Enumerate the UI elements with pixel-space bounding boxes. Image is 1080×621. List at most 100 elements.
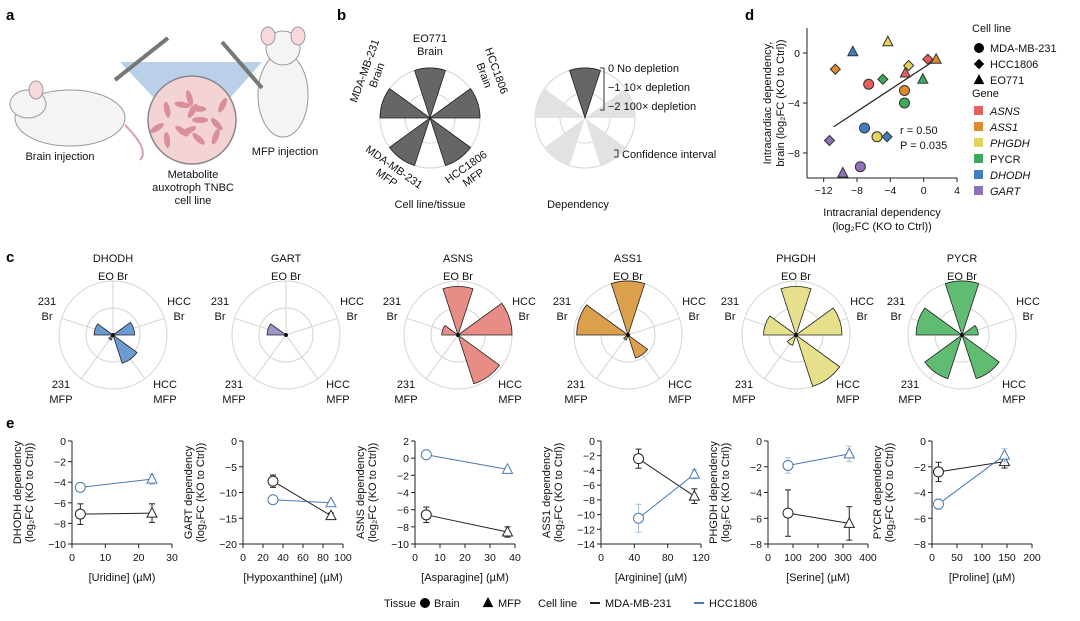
series-line bbox=[426, 454, 508, 470]
y-tick-label: −6 bbox=[397, 505, 409, 517]
rose-title: PYCR bbox=[947, 253, 978, 265]
data-point bbox=[74, 481, 86, 493]
category-label: EO Br bbox=[947, 271, 977, 283]
category-label: HCC bbox=[1002, 379, 1026, 391]
category-label: HCC bbox=[498, 379, 522, 391]
x-tick-label: 20 bbox=[459, 552, 471, 564]
x-axis-title: [Uridine] (µM) bbox=[89, 572, 156, 584]
series-line bbox=[272, 480, 332, 517]
y-tick-label: 0 bbox=[920, 436, 926, 448]
r-annotation: r = 0.50 bbox=[900, 125, 938, 137]
category-label: HCC bbox=[1016, 296, 1040, 308]
line-chart-1: 0−5−10−15−200 20 40 60 80 100[Hypoxanthine] (… bbox=[183, 436, 352, 584]
data-point bbox=[688, 489, 701, 501]
category-label: Br bbox=[42, 311, 53, 323]
y-tick-label: −4 bbox=[54, 477, 66, 489]
x-tick-label: 0 bbox=[765, 552, 771, 564]
x-tick-label: 0 bbox=[240, 552, 246, 564]
legend-label: MFP bbox=[498, 598, 521, 610]
scatter-point bbox=[881, 131, 893, 143]
data-point bbox=[688, 467, 701, 479]
data-point bbox=[633, 512, 644, 524]
category-label: 231 bbox=[887, 296, 905, 308]
y-tick-label: 0 bbox=[756, 436, 762, 448]
legend-label: EO771 bbox=[990, 75, 1024, 87]
scatter-point bbox=[854, 161, 866, 173]
x-axis-title: Intracranial dependency bbox=[823, 207, 941, 219]
legend-swatch bbox=[974, 170, 983, 179]
cell-icon bbox=[211, 129, 220, 145]
legend-marker bbox=[420, 598, 430, 608]
rose-bar bbox=[576, 304, 630, 336]
scatter-point bbox=[859, 122, 870, 134]
mouse-standing-icon bbox=[257, 52, 309, 138]
category-label: EO Br bbox=[443, 271, 473, 283]
x-tick-label: 20 bbox=[257, 552, 269, 564]
legend-title: Gene bbox=[972, 88, 999, 100]
rose-title: ASNS bbox=[443, 253, 473, 265]
grid-spoke bbox=[285, 334, 319, 379]
x-axis-title: [Asparagine] (µM) bbox=[421, 572, 509, 584]
x-tick-label: 0 bbox=[412, 552, 418, 564]
left-rose-title: Cell line/tissue bbox=[395, 199, 466, 211]
y-axis-title: PYCR dependency bbox=[872, 445, 884, 539]
rose-bar bbox=[266, 323, 288, 336]
line-chart-2: 20−2−4−6−8−100 10 20 30 40[Asparagine] (µM)A… bbox=[355, 436, 521, 584]
y-tick-label: 0 bbox=[231, 436, 237, 448]
data-point bbox=[420, 449, 432, 461]
confidence-wedge bbox=[535, 88, 585, 118]
ci-bracket bbox=[614, 149, 619, 158]
panel-letter: d bbox=[745, 7, 754, 24]
scatter-point bbox=[917, 72, 929, 84]
rose-bar bbox=[915, 307, 964, 336]
rose-center bbox=[456, 333, 460, 337]
y-tick-label: −6 bbox=[914, 513, 926, 525]
legend-swatch bbox=[974, 122, 983, 131]
y-tick-label: −5 bbox=[225, 462, 237, 474]
cell-line-label: auxotroph TNBC bbox=[152, 182, 234, 194]
category-label: 231 bbox=[38, 296, 56, 308]
y-tick-label: −2 bbox=[397, 470, 409, 482]
x-tick-label: 30 bbox=[484, 552, 496, 564]
legend-label: DHODH bbox=[990, 170, 1030, 182]
x-tick-label: 40 bbox=[509, 552, 521, 564]
x-tick-label: −8 bbox=[851, 185, 863, 197]
y-tick-label: 0 bbox=[403, 453, 409, 465]
rose-bar bbox=[379, 88, 432, 119]
series-line bbox=[272, 499, 332, 504]
p-annotation: P = 0.035 bbox=[900, 140, 947, 152]
category-label: MFP bbox=[898, 394, 921, 406]
scatter-point bbox=[823, 134, 836, 147]
legend-marker bbox=[974, 43, 984, 53]
x-tick-label: 20 bbox=[133, 552, 145, 564]
scale-label: 0 No depletion bbox=[608, 63, 679, 75]
category-label: MFP bbox=[222, 394, 245, 406]
category-label: Br bbox=[689, 311, 700, 323]
x-tick-label: 10 bbox=[99, 552, 111, 564]
category-label: Br bbox=[174, 311, 185, 323]
x-tick-label: 4 bbox=[954, 185, 960, 197]
rose-bar bbox=[388, 116, 431, 167]
rose-title: GART bbox=[271, 253, 302, 265]
y-axis-title: ASS1 dependency bbox=[541, 446, 553, 538]
x-tick-label: 60 bbox=[297, 552, 309, 564]
scatter-point bbox=[930, 52, 942, 64]
y-tick-label: −10 bbox=[391, 539, 409, 551]
x-tick-label: 10 bbox=[434, 552, 446, 564]
rose-bar bbox=[795, 333, 841, 387]
category-label: MFP bbox=[326, 394, 349, 406]
rose-bar bbox=[794, 307, 843, 336]
category-label: EO Br bbox=[98, 271, 128, 283]
syringe-icon bbox=[113, 36, 170, 82]
legend-swatch bbox=[974, 186, 983, 195]
x-tick-label: −4 bbox=[884, 185, 896, 197]
legend-label: ASS1 bbox=[989, 122, 1018, 134]
category-label: HCC bbox=[326, 379, 350, 391]
rose-center bbox=[111, 333, 115, 337]
line-chart-0: 0−2−4−6−8−100 10 20 30[Uridine] (µM)DHODH d… bbox=[12, 436, 178, 584]
category-label: MFP bbox=[498, 394, 521, 406]
series-line bbox=[80, 512, 153, 515]
legend-marker bbox=[973, 73, 985, 85]
rose-bar bbox=[441, 324, 460, 336]
